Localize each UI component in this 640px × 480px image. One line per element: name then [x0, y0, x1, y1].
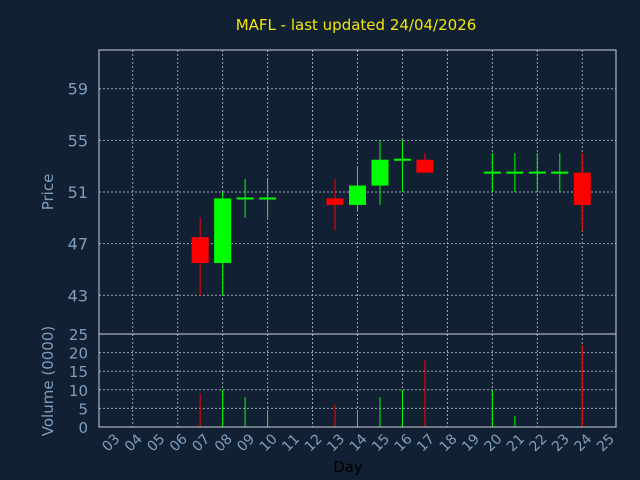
x-tick-label: 25	[594, 431, 618, 455]
candle-body	[349, 185, 366, 205]
x-tick-label: 12	[302, 431, 326, 455]
volume-bars	[199, 345, 583, 427]
x-tick-label: 16	[392, 431, 416, 455]
volume-tick-label: 20	[69, 345, 88, 363]
x-tick-label: 05	[144, 431, 168, 455]
x-tick-label: 18	[437, 431, 461, 455]
price-tick-label: 59	[68, 80, 88, 99]
volume-tick-label: 10	[69, 382, 88, 400]
x-tick-label: 04	[122, 431, 146, 455]
x-tick-label: 21	[504, 431, 528, 455]
x-tick-label: 06	[167, 431, 191, 455]
candle-body	[214, 198, 232, 263]
x-tick-label: 10	[257, 431, 281, 455]
x-tick-label: 08	[212, 431, 236, 455]
volume-axis-label: Volume (0000)	[39, 326, 57, 436]
x-tick-label: 22	[527, 431, 551, 455]
candle-body	[416, 159, 434, 173]
candle-body	[191, 237, 209, 263]
volume-tick-label: 5	[78, 400, 88, 418]
candle-body	[326, 198, 344, 205]
x-axis-ticks: 0304050607080910111213141516171819202122…	[99, 431, 617, 455]
x-tick-label: 13	[324, 431, 348, 455]
x-axis-label: Day	[333, 458, 363, 476]
x-tick-label: 17	[414, 431, 438, 455]
price-tick-label: 43	[68, 286, 88, 305]
x-tick-label: 19	[459, 431, 483, 455]
x-tick-label: 23	[549, 431, 573, 455]
x-tick-label: 11	[279, 431, 303, 455]
price-y-ticks: 43 47 51 55 59	[68, 80, 88, 306]
x-tick-label: 20	[482, 431, 506, 455]
x-tick-label: 14	[347, 431, 371, 455]
x-tick-label: 03	[99, 431, 123, 455]
volume-tick-label: 15	[69, 363, 88, 381]
price-tick-label: 47	[68, 235, 88, 254]
x-tick-label: 07	[189, 431, 213, 455]
x-tick-label: 15	[369, 431, 393, 455]
price-tick-label: 55	[68, 131, 88, 150]
x-tick-label: 09	[234, 431, 258, 455]
price-axis-label: Price	[39, 174, 57, 211]
candle-body	[573, 172, 591, 205]
candle-body	[371, 159, 389, 186]
price-candles	[191, 140, 591, 296]
x-tick-label: 24	[571, 431, 595, 455]
volume-plot-frame	[98, 333, 617, 428]
chart-title: MAFL - last updated 24/04/2026	[236, 16, 477, 34]
price-tick-label: 51	[68, 183, 88, 202]
volume-tick-label: 25	[69, 326, 88, 344]
volume-tick-label: 0	[78, 419, 88, 437]
